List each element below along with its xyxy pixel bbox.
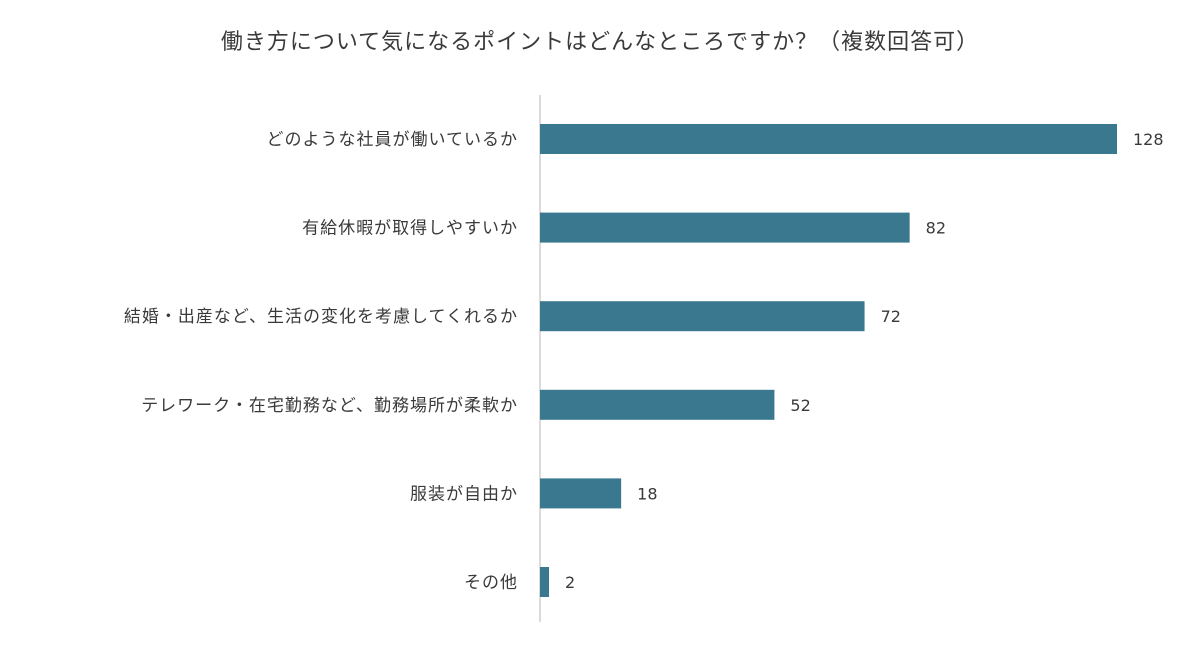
bar [540, 124, 1117, 154]
bar [540, 389, 775, 420]
data-label: 82 [926, 219, 946, 238]
bar [540, 301, 865, 332]
category-label: 結婚・出産など、生活の変化を考慮してくれるか [124, 307, 518, 327]
data-label: 18 [637, 484, 657, 503]
category-label: どのような社員が働いているか [267, 130, 519, 150]
data-label: 52 [790, 396, 810, 415]
data-label: 2 [565, 573, 575, 592]
data-label: 72 [881, 307, 901, 326]
category-label: 服装が自由か [410, 484, 518, 504]
bar [540, 212, 910, 243]
chart-title: 働き方について気になるポイントはどんなところですか？（複数回答可） [220, 30, 980, 55]
category-label: 有給休暇が取得しやすいか [302, 219, 518, 239]
category-label: テレワーク・在宅勤務など、勤務場所が柔軟か [141, 396, 518, 416]
bar [540, 478, 622, 509]
data-label: 128 [1133, 130, 1164, 149]
bar [540, 567, 550, 597]
category-label: その他 [464, 573, 518, 593]
